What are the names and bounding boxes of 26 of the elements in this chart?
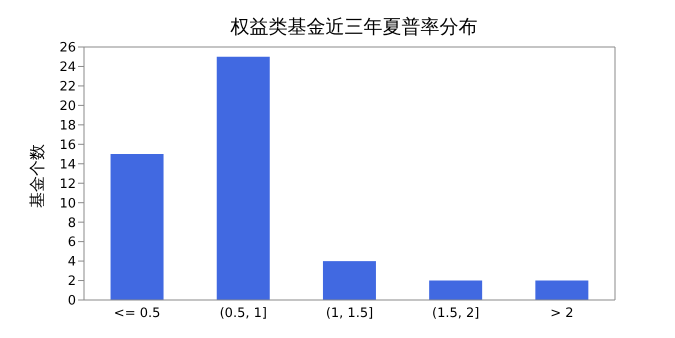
y-tick-label: 4 xyxy=(68,254,76,270)
x-tick-label: (1.5, 2] xyxy=(432,306,480,322)
y-tick-label: 26 xyxy=(59,40,76,56)
y-tick-label: 2 xyxy=(68,274,76,290)
x-tick-label: <= 0.5 xyxy=(114,306,160,322)
bar xyxy=(216,56,270,300)
bar xyxy=(110,154,164,300)
y-tick-label: 20 xyxy=(59,99,76,114)
y-axis-title: 基金个数 xyxy=(28,144,48,208)
y-tick-label: 12 xyxy=(59,176,76,192)
x-tick-label: (1, 1.5] xyxy=(326,306,374,322)
y-tick-label: 16 xyxy=(59,138,76,153)
bar xyxy=(429,280,482,300)
y-tick-label: 10 xyxy=(59,196,76,212)
x-tick-label: (0.5, 1] xyxy=(220,306,267,322)
bar xyxy=(535,280,588,300)
y-tick-label: 22 xyxy=(59,80,76,95)
y-tick-label: 24 xyxy=(59,60,76,76)
bar xyxy=(322,261,376,300)
y-tick-label: 18 xyxy=(59,118,76,134)
x-tick-label: > 2 xyxy=(550,306,574,322)
y-tick-label: 8 xyxy=(68,216,76,231)
chart-title: 权益类基金近三年夏普率分布 xyxy=(230,15,478,40)
y-tick-label: 0 xyxy=(68,294,76,309)
y-tick-label: 6 xyxy=(68,235,76,250)
y-tick-label: 14 xyxy=(59,157,76,172)
